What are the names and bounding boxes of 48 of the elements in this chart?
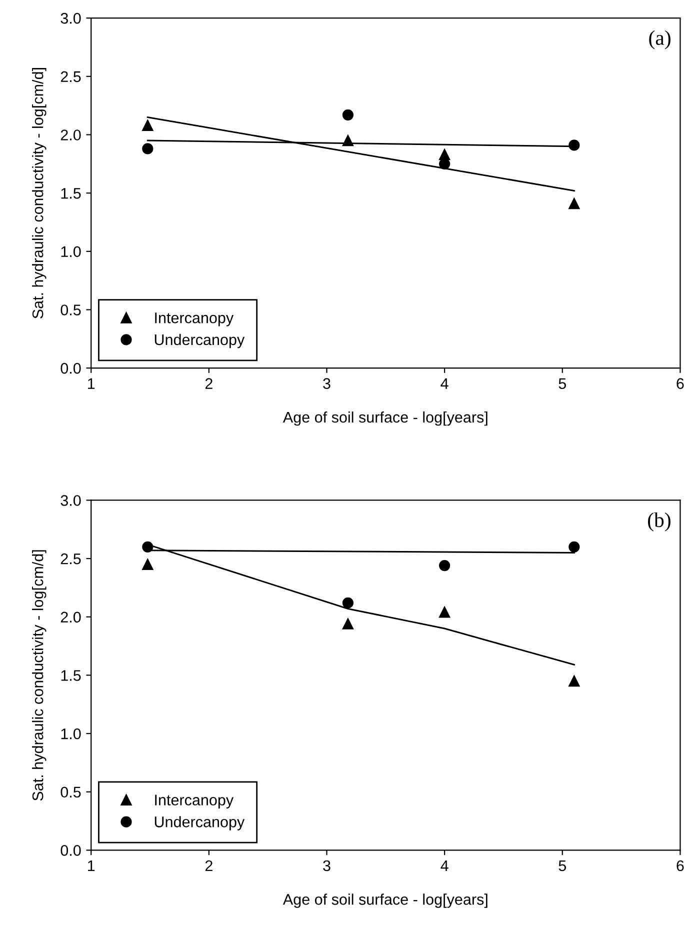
- point: [568, 675, 580, 687]
- point: [439, 606, 450, 618]
- x-tick-label: 6: [676, 860, 684, 872]
- y-tick-label: 0.0: [60, 845, 81, 856]
- point: [342, 618, 354, 630]
- x-tick-label: 6: [676, 378, 684, 389]
- y-tick-label: 1.0: [61, 246, 81, 258]
- point: [342, 109, 354, 120]
- y-tick-label: 3.0: [60, 12, 81, 24]
- annotation: (b): [648, 512, 670, 532]
- x-tick-label: 4: [440, 378, 448, 389]
- x-tick-label: 3: [323, 860, 330, 872]
- x-tick-label: 4: [440, 860, 448, 871]
- point: [568, 541, 580, 552]
- point: [142, 558, 154, 570]
- y-tick-label: 1.5: [61, 670, 81, 681]
- x-tick-label: 1: [88, 378, 95, 389]
- point: [142, 120, 154, 131]
- y-tick-label: 0.5: [60, 304, 81, 316]
- x-tick-label: 5: [558, 378, 566, 389]
- x-tick-label: 2: [205, 378, 212, 389]
- legend-label: Undercanopy: [154, 816, 245, 830]
- y-tick-label: 0.5: [60, 786, 81, 798]
- y-tick-label: 3.0: [60, 495, 81, 506]
- y-tick-label: 2.0: [60, 130, 81, 140]
- y-tick-label: 0.0: [60, 362, 81, 374]
- y-tick-label: 2.0: [60, 612, 81, 623]
- point: [342, 597, 354, 608]
- point: [568, 140, 580, 151]
- y-tick-label: 2.5: [60, 71, 81, 82]
- y-tick-label: 1.0: [61, 728, 81, 740]
- point: [568, 198, 580, 210]
- y-axis-title: Sat. hydraulic conductivity - log[cm/d]: [32, 550, 46, 801]
- x-tick-label: 5: [558, 860, 566, 872]
- point: [142, 143, 154, 154]
- x-axis-title: Age of soil surface - log[years]: [282, 894, 488, 908]
- x-tick-label: 2: [205, 860, 212, 871]
- annotation: (a): [649, 30, 670, 50]
- legend-label: Intercanopy: [155, 312, 234, 326]
- y-tick-label: 1.5: [61, 188, 81, 199]
- x-tick-label: 3: [323, 378, 330, 389]
- point: [439, 560, 450, 572]
- x-axis-title: Age of soil surface - log[years]: [282, 411, 488, 426]
- x-tick-label: 1: [88, 860, 95, 871]
- legend-label: Undercanopy: [154, 334, 245, 348]
- legend-label: Intercanopy: [155, 794, 234, 808]
- y-axis-title: Sat. hydraulic conductivity - log[cm/d]: [32, 68, 46, 318]
- y-tick-label: 2.5: [60, 553, 81, 564]
